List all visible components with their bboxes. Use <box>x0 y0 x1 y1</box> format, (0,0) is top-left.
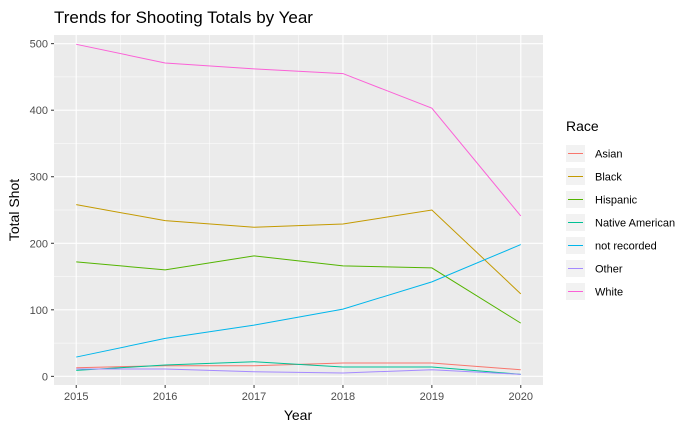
y-tick-label: 500 <box>30 39 48 51</box>
chart-title: Trends for Shooting Totals by Year <box>54 8 313 27</box>
series-line-other <box>76 368 521 375</box>
x-tick-label: 2017 <box>242 391 266 403</box>
series-line-black <box>76 204 522 295</box>
legend-label-white: White <box>595 287 623 299</box>
series-line-native-american <box>76 361 521 375</box>
legend-title: Race <box>566 118 599 134</box>
x-tick-label: 2019 <box>420 391 444 403</box>
x-axis: 2015 2016 2017 2018 2019 2020 <box>64 385 533 403</box>
legend-items: Asian Black Hispanic Native American not rec… <box>566 145 675 300</box>
y-axis: 0 100 200 300 400 500 <box>30 39 54 383</box>
y-tick-label: 400 <box>30 105 48 117</box>
minor-gridlines <box>54 35 543 385</box>
x-axis-title: Year <box>284 407 313 423</box>
legend-label-asian: Asian <box>595 149 623 161</box>
y-tick-label: 200 <box>30 238 48 250</box>
x-tick-label: 2018 <box>331 391 355 403</box>
x-tick-label: 2015 <box>64 391 88 403</box>
legend-label-hispanic: Hispanic <box>595 195 638 207</box>
legend: Race Asian Black Hispanic Native American no… <box>566 118 675 300</box>
y-tick-label: 300 <box>30 172 48 184</box>
y-tick-label: 100 <box>30 305 48 317</box>
series-line-hispanic <box>76 255 522 324</box>
y-axis-title: Total Shot <box>6 179 22 241</box>
legend-label-not-recorded: not recorded <box>595 241 657 253</box>
y-tick-label: 0 <box>42 371 48 383</box>
major-gridlines <box>54 35 543 385</box>
legend-label-other: Other <box>595 264 623 276</box>
legend-label-black: Black <box>595 172 622 184</box>
series-line-white <box>76 43 522 217</box>
series-lines <box>76 43 522 375</box>
series-line-not-recorded <box>76 244 521 358</box>
x-tick-label: 2020 <box>509 391 533 403</box>
legend-label-native-american: Native American <box>595 218 675 230</box>
x-tick-label: 2016 <box>153 391 177 403</box>
